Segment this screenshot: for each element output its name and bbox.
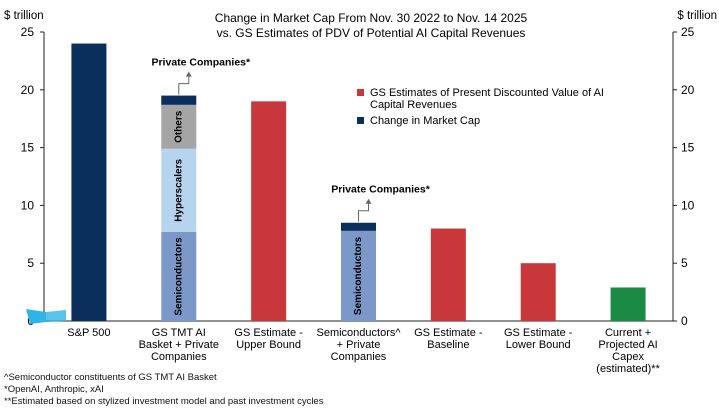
legend-label-gs-estimates-line1: GS Estimates of Present Discounted Value… bbox=[370, 87, 604, 99]
annotation-arrow-line bbox=[358, 200, 369, 222]
bar-1-segment-1 bbox=[161, 148, 197, 232]
x-tick-label: (estimated)** bbox=[596, 363, 660, 375]
x-tick-label: GS Estimate - bbox=[414, 327, 483, 339]
chart-subtitle: vs. GS Estimates of PDV of Potential AI … bbox=[217, 26, 526, 40]
origin-highlight-mark bbox=[26, 309, 46, 324]
y-tick-label-left: 15 bbox=[21, 141, 35, 155]
x-tick-label: Capex bbox=[612, 351, 644, 363]
x-tick-label: Companies bbox=[151, 351, 207, 363]
bar-5-segment-0 bbox=[520, 263, 556, 321]
bar-1-segment-3 bbox=[161, 95, 197, 105]
annotation-private-companies: Private Companies* bbox=[331, 184, 431, 196]
chart-title: Change in Market Cap From Nov. 30 2022 t… bbox=[215, 11, 528, 25]
annotation-private-companies: Private Companies* bbox=[151, 57, 251, 69]
bar-segment-label: Hyperscalers bbox=[173, 159, 184, 222]
bar-3-segment-0 bbox=[341, 230, 376, 321]
y-tick-label-right: 15 bbox=[681, 141, 695, 155]
x-tick-label: Semiconductors^ bbox=[316, 327, 401, 339]
bar-segment-label: Semiconductors bbox=[353, 236, 364, 315]
bar-6-segment-0 bbox=[610, 287, 646, 321]
footnote-1: ^Semiconductor constituents of GS TMT AI… bbox=[4, 372, 217, 383]
x-tick-label: GS TMT AI bbox=[152, 327, 206, 339]
bar-segment-label: Others bbox=[173, 110, 184, 143]
legend-swatch-market-cap bbox=[357, 117, 364, 124]
y-tick-label-left: 5 bbox=[27, 256, 34, 270]
bar-0-segment-0 bbox=[71, 43, 107, 322]
x-tick-label: Upper Bound bbox=[236, 339, 301, 351]
x-tick-label: GS Estimate - bbox=[234, 327, 303, 339]
footnote-3: **Estimated based on stylized investment… bbox=[4, 396, 324, 407]
x-tick-label: Baseline bbox=[427, 339, 469, 351]
y-tick-label-left: 25 bbox=[21, 25, 35, 39]
x-tick-label: Lower Bound bbox=[506, 339, 571, 351]
y-tick-label-right: 25 bbox=[681, 25, 695, 39]
bar-4-segment-0 bbox=[430, 228, 466, 321]
bar-segment-label: Semiconductors bbox=[173, 237, 184, 316]
bar-2-segment-0 bbox=[251, 101, 287, 321]
legend-label-gs-estimates-line2: Capital Revenues bbox=[370, 99, 457, 111]
annotation-arrow-head bbox=[185, 71, 192, 77]
bar-1-segment-0 bbox=[161, 231, 197, 321]
legend-label-market-cap: Change in Market Cap bbox=[370, 115, 480, 127]
x-tick-label: Current + bbox=[605, 327, 651, 339]
bar-3-segment-1 bbox=[341, 222, 376, 231]
y-axis-unit-left: $ trillion bbox=[4, 10, 44, 22]
y-tick-label-left: 20 bbox=[21, 83, 35, 97]
x-tick-label: S&P 500 bbox=[67, 327, 110, 339]
x-tick-label: Companies bbox=[331, 351, 387, 363]
legend-swatch-gs-estimates bbox=[357, 89, 364, 96]
y-tick-label-left: 10 bbox=[21, 198, 35, 212]
x-tick-label: Projected AI bbox=[598, 339, 657, 351]
x-tick-label: GS Estimate - bbox=[504, 327, 573, 339]
origin-highlight-mark-2 bbox=[46, 310, 66, 322]
annotation-arrow-head bbox=[365, 198, 372, 204]
bar-1-segment-2 bbox=[161, 104, 197, 149]
y-axis-unit-right: $ trillion bbox=[677, 10, 717, 22]
y-tick-label-right: 0 bbox=[681, 314, 688, 328]
footnote-2: *OpenAI, Anthropic, xAI bbox=[4, 384, 104, 395]
x-tick-label: Basket + Private bbox=[139, 339, 219, 351]
footnotes: ^Semiconductor constituents of GS TMT AI… bbox=[4, 372, 323, 408]
y-tick-label-right: 5 bbox=[681, 256, 688, 270]
y-tick-label-right: 10 bbox=[681, 198, 695, 212]
y-tick-label-right: 20 bbox=[681, 83, 695, 97]
x-tick-label: + Private bbox=[337, 339, 381, 351]
annotation-arrow-line bbox=[178, 73, 190, 95]
